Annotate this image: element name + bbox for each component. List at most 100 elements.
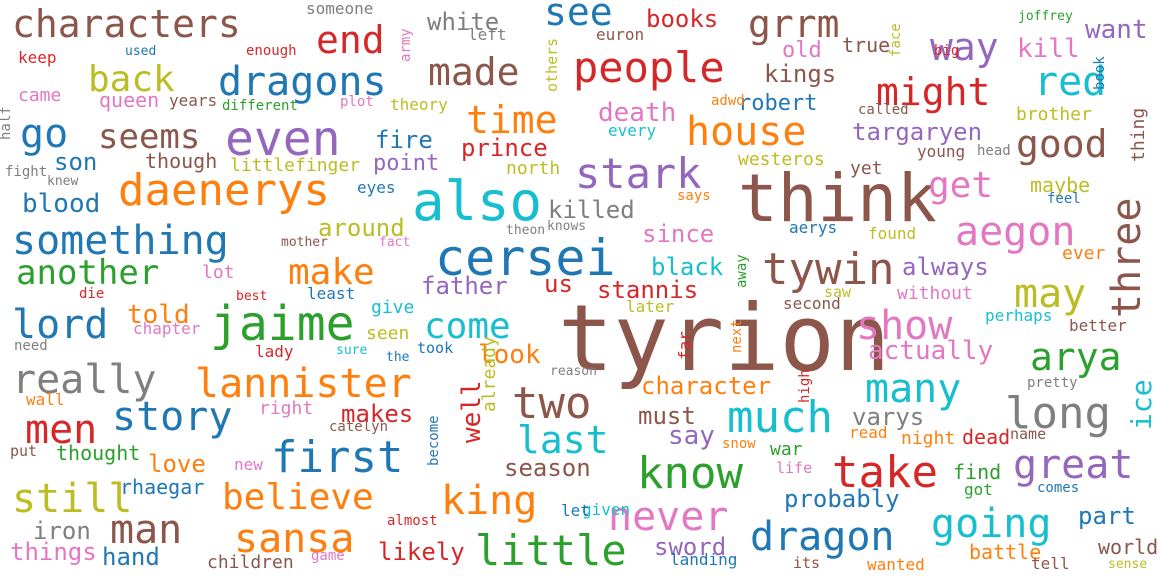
word-made: made xyxy=(428,50,520,94)
word-north: north xyxy=(506,158,560,179)
word-feel: feel xyxy=(1047,191,1081,207)
word-given: given xyxy=(582,500,630,519)
word-show: show xyxy=(856,303,953,349)
word-mother: mother xyxy=(281,235,328,250)
word-people: people xyxy=(573,43,725,92)
word-head: head xyxy=(977,143,1011,159)
word-sansa: sansa xyxy=(234,516,354,562)
word-best: best xyxy=(236,289,267,304)
word-right: right xyxy=(259,398,313,419)
word-sense: sense xyxy=(1108,557,1147,572)
word-character: character xyxy=(641,372,771,400)
word-others: others xyxy=(543,38,561,92)
word-death: death xyxy=(598,98,676,128)
word-joffrey: joffrey xyxy=(1018,9,1073,24)
word-good: good xyxy=(1016,122,1108,166)
word-reason: reason xyxy=(550,364,597,379)
word-later: later xyxy=(626,297,675,316)
word-great: great xyxy=(1013,442,1133,488)
word-books: books xyxy=(646,5,718,33)
word-since: since xyxy=(642,220,714,248)
word-eyes: eyes xyxy=(357,178,396,197)
word-may: may xyxy=(1014,271,1086,317)
word-army: army xyxy=(398,28,414,62)
word-get: get xyxy=(928,165,993,206)
word-new: new xyxy=(234,455,263,474)
word-lannister: lannister xyxy=(195,361,412,407)
word-stannis: stannis xyxy=(597,276,698,304)
word-lot: lot xyxy=(202,262,235,283)
word-house: house xyxy=(686,109,806,155)
word-perhaps: perhaps xyxy=(985,306,1052,325)
word-game: game xyxy=(311,548,345,564)
word-least: least xyxy=(307,284,355,303)
word-grrm: grrm xyxy=(748,2,840,46)
word-even: even xyxy=(225,111,341,167)
word-jaime: jaime xyxy=(210,296,355,352)
word-daenerys: daenerys xyxy=(118,165,330,216)
word-got: got xyxy=(964,480,993,499)
word-think: think xyxy=(738,160,937,237)
word-killed: killed xyxy=(548,196,635,224)
word-yet: yet xyxy=(850,158,883,179)
word-still: still xyxy=(12,476,132,522)
word-come: come xyxy=(424,306,511,347)
word-also: also xyxy=(412,170,542,233)
word-lady: lady xyxy=(255,342,294,361)
word-keep: keep xyxy=(18,48,57,67)
word-time: time xyxy=(466,98,558,142)
word-far: far xyxy=(675,331,694,360)
word-long: long xyxy=(1005,388,1111,439)
word-might: might xyxy=(876,70,990,114)
word-another: another xyxy=(16,253,159,293)
word-young: young xyxy=(917,142,965,161)
word-ever: ever xyxy=(1062,243,1106,264)
word-face: face xyxy=(888,23,904,57)
word-away: away xyxy=(734,254,750,288)
word-found: found xyxy=(868,224,916,243)
word-make: make xyxy=(288,252,375,293)
word-called: called xyxy=(858,102,909,118)
word-ice: ice xyxy=(1125,379,1158,430)
word-big: big xyxy=(934,43,959,59)
word-end: end xyxy=(316,18,385,62)
word-many: many xyxy=(865,366,961,412)
word-father: father xyxy=(421,272,508,300)
word-dragon: dragon xyxy=(750,514,895,560)
word-book: book xyxy=(1092,56,1108,90)
word-better: better xyxy=(1069,316,1127,335)
word-robert: robert xyxy=(738,91,817,116)
word-enough: enough xyxy=(246,43,297,59)
word-something: something xyxy=(12,218,229,264)
word-first: first xyxy=(271,432,403,483)
word-targaryen: targaryen xyxy=(852,118,982,146)
word-tywin: tywin xyxy=(762,244,894,295)
word-queen: queen xyxy=(99,88,159,112)
word-never: never xyxy=(608,494,728,540)
word-snow: snow xyxy=(722,436,756,452)
word-last: last xyxy=(517,418,609,462)
word-second: second xyxy=(783,294,841,313)
word-name: name xyxy=(1010,425,1046,443)
word-fight: fight xyxy=(5,164,47,180)
word-chapter: chapter xyxy=(133,319,201,338)
word-fact: fact xyxy=(379,235,410,250)
word-well: well xyxy=(457,380,487,443)
word-seen: seen xyxy=(366,323,409,344)
word-let: let xyxy=(561,501,590,520)
word-knew: knew xyxy=(47,174,78,189)
word-white: white xyxy=(427,8,499,36)
word-though: though xyxy=(145,149,217,173)
word-left: left xyxy=(468,25,507,44)
word-war: war xyxy=(770,439,803,460)
word-things: things xyxy=(10,538,97,566)
word-half: half xyxy=(0,106,14,140)
word-hand: hand xyxy=(102,543,160,571)
word-westeros: westeros xyxy=(738,149,825,170)
word-already: already xyxy=(479,336,500,412)
word-probably: probably xyxy=(784,485,900,513)
word-want: want xyxy=(1085,15,1148,45)
word-point: point xyxy=(373,151,439,176)
word-going: going xyxy=(931,501,1051,547)
